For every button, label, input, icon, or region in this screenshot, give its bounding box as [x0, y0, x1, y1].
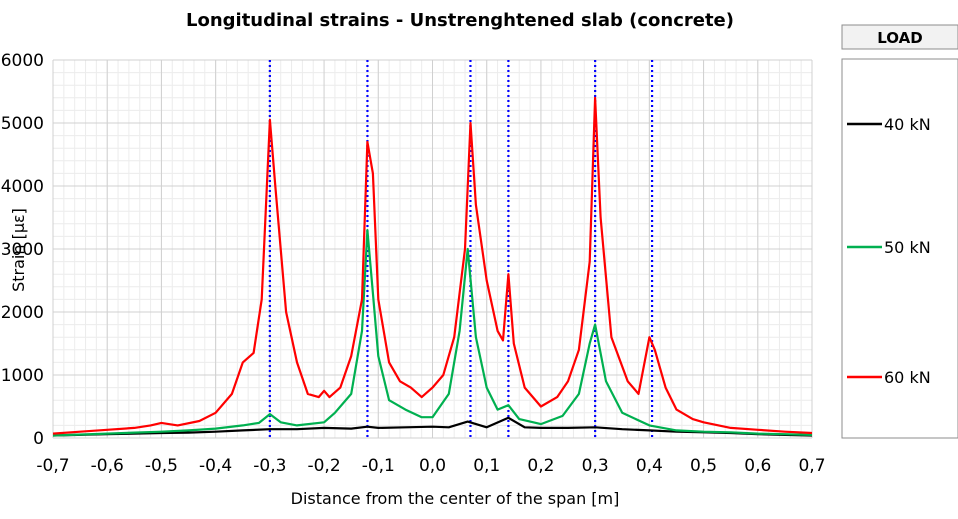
legend-label: 50 kN: [884, 238, 931, 257]
x-tick-label: -0,7: [36, 456, 69, 476]
grid: [52, 59, 813, 439]
x-tick-label: -0,5: [145, 456, 178, 476]
y-tick-label: 3000: [1, 240, 44, 260]
x-tick-label: 0,4: [636, 456, 663, 476]
y-tick-label: 6000: [1, 51, 44, 71]
x-tick-label: 0,3: [582, 456, 609, 476]
x-tick-label: -0,6: [91, 456, 124, 476]
y-axis-label: Strain [με]: [9, 208, 28, 292]
x-tick-label: 0,7: [798, 456, 825, 476]
series-line-2: [52, 229, 813, 437]
y-tick-label: 4000: [1, 177, 44, 197]
legend-title: LOAD: [877, 29, 922, 47]
legend-label: 60 kN: [884, 368, 931, 387]
legend-items: 40 kN 50 kN 60 kN: [847, 115, 931, 387]
y-tick-label: 1000: [1, 366, 44, 386]
y-tick-label: 5000: [1, 114, 44, 134]
x-tick-label: 0,5: [690, 456, 717, 476]
legend-title-box: [841, 24, 958, 50]
y-tick-label: 0: [33, 429, 44, 449]
x-tick-label: -0,2: [307, 456, 340, 476]
x-tick-label: -0,4: [199, 456, 232, 476]
series-line-3: [52, 96, 813, 435]
x-tick-labels: -0,7 -0,6 -0,5 -0,4 -0,3 -0,2 -0,1 0,0 0,1 0,2 0,3…: [36, 456, 825, 476]
x-axis-label: Distance from the center of the span [m]: [291, 489, 620, 508]
legend: LOAD 40 kN 50 kN 60 kN: [841, 24, 958, 439]
x-tick-label: 0,6: [744, 456, 771, 476]
y-tick-label: 2000: [1, 303, 44, 323]
series-line-1: [52, 416, 813, 437]
legend-label: 40 kN: [884, 115, 931, 134]
y-tick-labels: 0 1000 2000 3000 4000 5000 6000: [1, 51, 44, 449]
legend-box: [841, 58, 958, 439]
series-lines: [52, 96, 813, 437]
x-tick-label: -0,3: [253, 456, 286, 476]
chart-title: Longitudinal strains - Unstrenghtened sl…: [186, 10, 734, 31]
x-tick-label: -0,1: [362, 456, 395, 476]
reference-lines: [268, 60, 654, 438]
x-tick-label: 0,2: [527, 456, 554, 476]
x-tick-label: 0,1: [473, 456, 500, 476]
x-tick-label: 0,0: [419, 456, 446, 476]
